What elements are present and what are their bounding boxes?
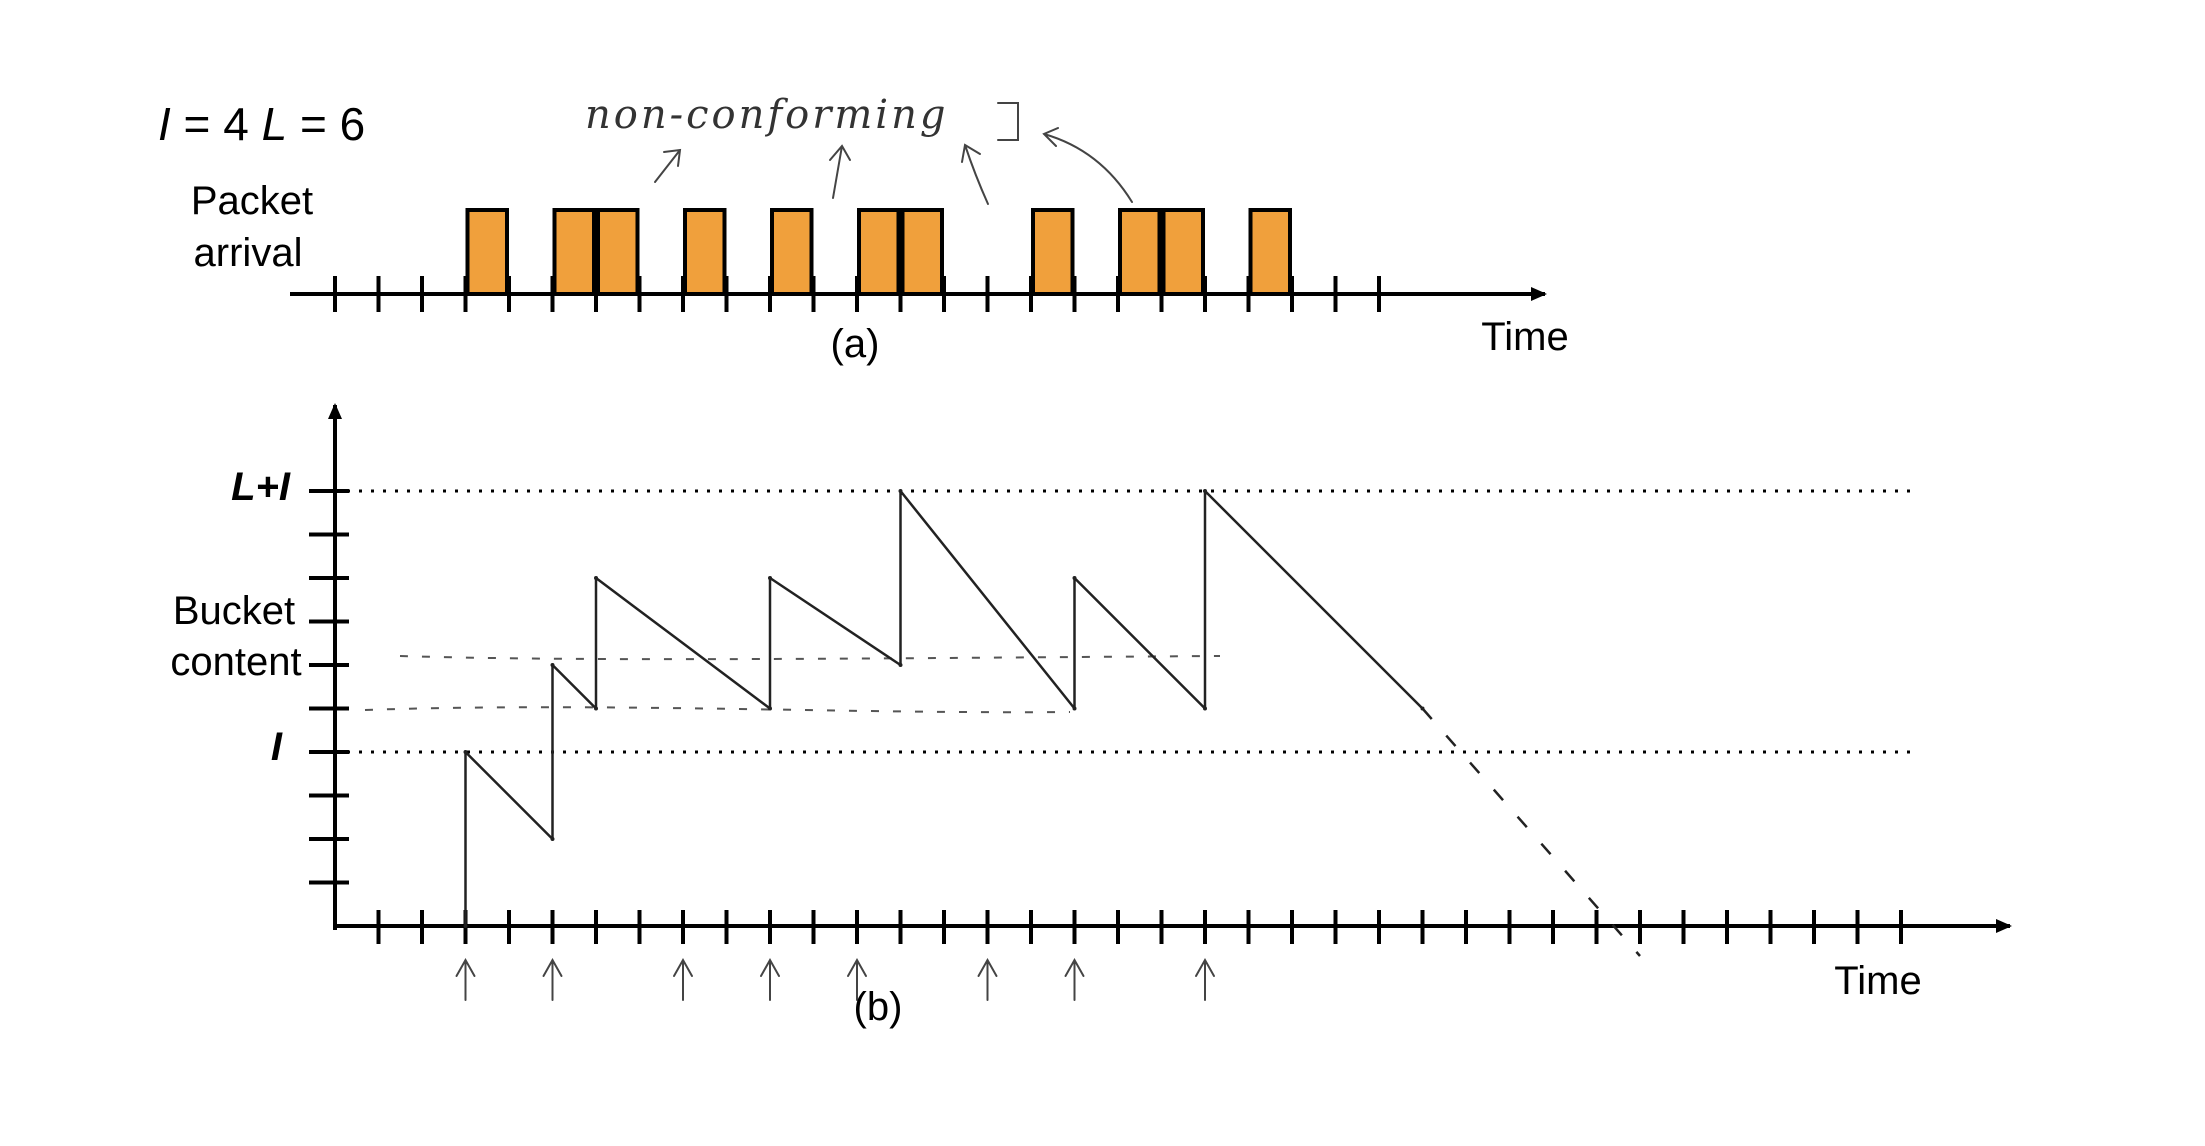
curve-point-10 — [1072, 706, 1077, 711]
arrival-arrow-1 — [542, 957, 563, 1001]
packet-arrival-label-line2: arrival — [194, 231, 303, 275]
curve-point-4 — [594, 706, 598, 711]
curve-point-3 — [550, 663, 555, 667]
packet-box-1 — [552, 208, 596, 296]
bucket-content-curve — [463, 489, 1641, 957]
arrival-arrow-3 — [760, 957, 780, 1001]
arrival-arrow-7 — [1195, 957, 1215, 1001]
time-ticks-b — [376, 910, 1903, 944]
packet-box-0 — [465, 208, 509, 296]
packet-box-4 — [770, 208, 814, 296]
param-gap — [249, 98, 262, 150]
guide-dash-lower — [364, 706, 1071, 714]
svg-text:I = 4 L = 6: I = 4 L = 6 — [158, 98, 365, 150]
guide-dash-upper — [399, 655, 1221, 661]
panel-b: Bucket content L+I I (b) Time — [170, 403, 2012, 1029]
packet-box-5 — [857, 208, 901, 296]
annotation-arrows — [654, 102, 1133, 205]
annotation-arrow-1 — [654, 148, 682, 183]
time-label-b: Time — [1834, 959, 1921, 1003]
curve-point-12 — [1203, 706, 1207, 711]
packet-box-8 — [1118, 208, 1162, 296]
curve-point-11 — [1072, 576, 1077, 580]
annotation-arrow-4 — [1042, 127, 1133, 203]
arrival-arrow-2 — [673, 957, 693, 1001]
arrival-arrow-0 — [455, 957, 476, 1001]
annotation-bracket — [997, 102, 1019, 141]
hand-guide-dashes — [364, 655, 1221, 714]
conforming-arrival-arrows — [455, 957, 1215, 1001]
non-conforming-annotation: non-conforming — [585, 92, 948, 138]
packet-box-2 — [596, 208, 640, 296]
bucket-content-label-line1: Bucket — [173, 589, 295, 633]
param-l-equals: = — [287, 98, 339, 150]
parameter-header: I = 4 L = 6 — [158, 98, 365, 150]
curve-point-5 — [594, 576, 598, 580]
time-ticks-a — [333, 276, 1381, 312]
panel-a: Packet arrival (a) Time non-conforming — [191, 92, 1569, 366]
param-i-value: 4 — [223, 98, 249, 150]
curve-point-13 — [1203, 489, 1207, 493]
packet-box-10 — [1248, 208, 1292, 296]
param-l-value: 6 — [340, 98, 366, 150]
packet-arrival-label-line1: Packet — [191, 179, 313, 223]
level-label-i: I — [271, 725, 283, 769]
bucket-curve-solid — [464, 489, 1424, 926]
curve-point-14 — [1420, 706, 1425, 711]
packet-box-9 — [1161, 208, 1205, 296]
curve-point-2 — [550, 837, 555, 841]
packet-box-7 — [1031, 208, 1075, 296]
param-i-equals: = — [171, 98, 223, 150]
arrival-arrow-6 — [1064, 957, 1085, 1001]
packet-boxes — [465, 208, 1292, 296]
bucket-axis-ticks — [309, 489, 349, 885]
annotation-arrow-2 — [829, 144, 851, 199]
curve-point-1 — [463, 750, 468, 754]
packet-box-6 — [900, 208, 944, 296]
arrival-arrow-4 — [847, 957, 867, 1001]
bucket-curve-dashed — [1421, 707, 1641, 957]
caption-a: (a) — [831, 322, 880, 366]
param-i-symbol: I — [158, 98, 171, 150]
time-label-a: Time — [1481, 315, 1568, 359]
annotation-arrow-3 — [961, 143, 989, 205]
param-l-symbol: L — [262, 98, 288, 150]
curve-point-8 — [898, 663, 903, 667]
curve-point-6 — [768, 706, 772, 711]
bucket-content-label-line2: content — [170, 640, 301, 684]
packet-box-3 — [683, 208, 727, 296]
arrival-arrow-5 — [977, 957, 998, 1001]
level-label-top: L+I — [231, 465, 291, 509]
caption-b: (b) — [854, 985, 903, 1029]
curve-point-7 — [768, 576, 772, 580]
curve-point-0 — [463, 924, 468, 928]
curve-point-9 — [898, 489, 903, 493]
